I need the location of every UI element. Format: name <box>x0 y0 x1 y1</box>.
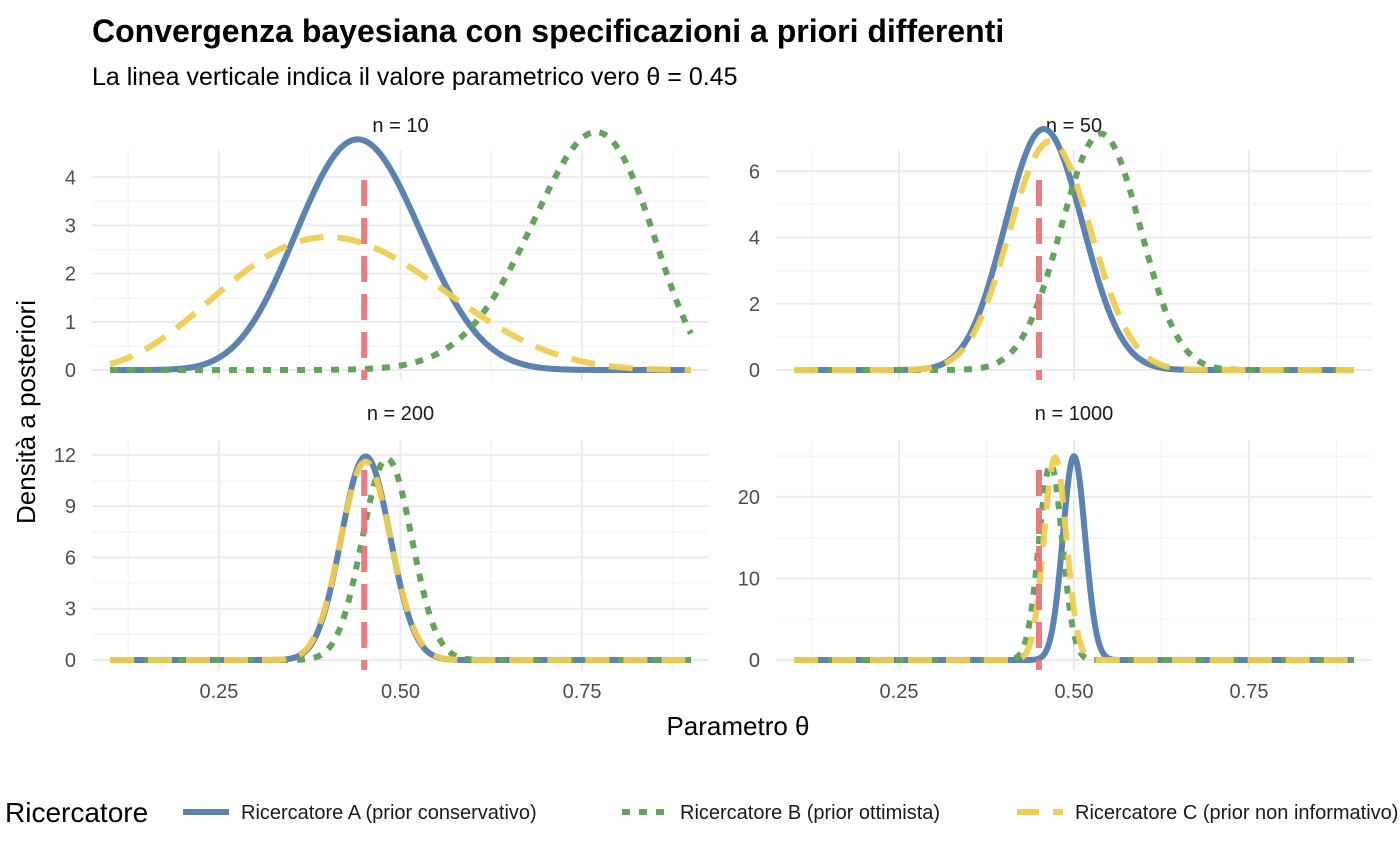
y-tick-label: 0 <box>749 650 760 672</box>
y-tick-label: 9 <box>65 496 76 518</box>
legend-label-c: Ricercatore C (prior non informativo) <box>1075 802 1398 824</box>
density-curve-c <box>107 234 694 373</box>
facet-label: n = 200 <box>367 403 434 425</box>
facet-label: n = 1000 <box>1035 403 1113 425</box>
density-curve-b <box>107 128 694 373</box>
x-tick-label: 0.25 <box>880 681 919 703</box>
density-curve-c <box>791 454 1357 663</box>
x-tick-label: 0.75 <box>1230 681 1269 703</box>
panel-2: n = 50 0 2 4 6 <box>749 115 1372 382</box>
chart-title: Convergenza bayesiana con specificazioni… <box>92 13 1004 49</box>
y-tick-label: 0 <box>65 650 76 672</box>
y-tick-label: 6 <box>65 547 76 569</box>
x-tick-label: 0.50 <box>381 681 420 703</box>
density-curve-c <box>791 138 1357 373</box>
y-tick-label: 2 <box>65 264 76 286</box>
x-tick-label: 0.75 <box>563 681 602 703</box>
panel-4: n = 1000 0 10 20 0.25 0.50 0.75 <box>738 403 1372 703</box>
y-tick-label: 20 <box>738 487 760 509</box>
density-curve-c <box>107 458 694 663</box>
facet-label: n = 50 <box>1046 115 1102 137</box>
y-tick-label: 10 <box>738 568 760 590</box>
y-axis-title: Densità a posteriori <box>11 300 41 524</box>
y-tick-label: 3 <box>65 599 76 621</box>
y-tick-label: 4 <box>749 228 760 250</box>
density-curve-a <box>107 136 694 373</box>
legend: Ricercatore Ricercatore A (prior conserva… <box>5 797 1398 828</box>
panel-1: n = 10 0 1 2 3 4 <box>65 115 709 382</box>
y-tick-label: 0 <box>749 360 760 382</box>
y-tick-label: 12 <box>54 445 76 467</box>
y-tick-label: 0 <box>65 360 76 382</box>
x-tick-label: 0.50 <box>1055 681 1094 703</box>
legend-title: Ricercatore <box>5 797 148 828</box>
x-tick-label: 0.25 <box>199 681 238 703</box>
y-tick-label: 3 <box>65 215 76 237</box>
y-tick-label: 2 <box>749 294 760 316</box>
legend-label-b: Ricercatore B (prior ottimista) <box>680 802 940 824</box>
y-tick-label: 1 <box>65 312 76 334</box>
chart-subtitle: La linea verticale indica il valore para… <box>92 63 737 91</box>
panel-3: n = 200 0 3 6 9 12 0.25 0.50 0.75 <box>54 403 709 703</box>
facet-label: n = 10 <box>372 115 428 137</box>
y-tick-label: 4 <box>65 167 76 189</box>
x-axis-title: Parametro θ <box>666 711 809 741</box>
legend-label-a: Ricercatore A (prior conservativo) <box>241 802 537 824</box>
y-tick-label: 6 <box>749 161 760 183</box>
